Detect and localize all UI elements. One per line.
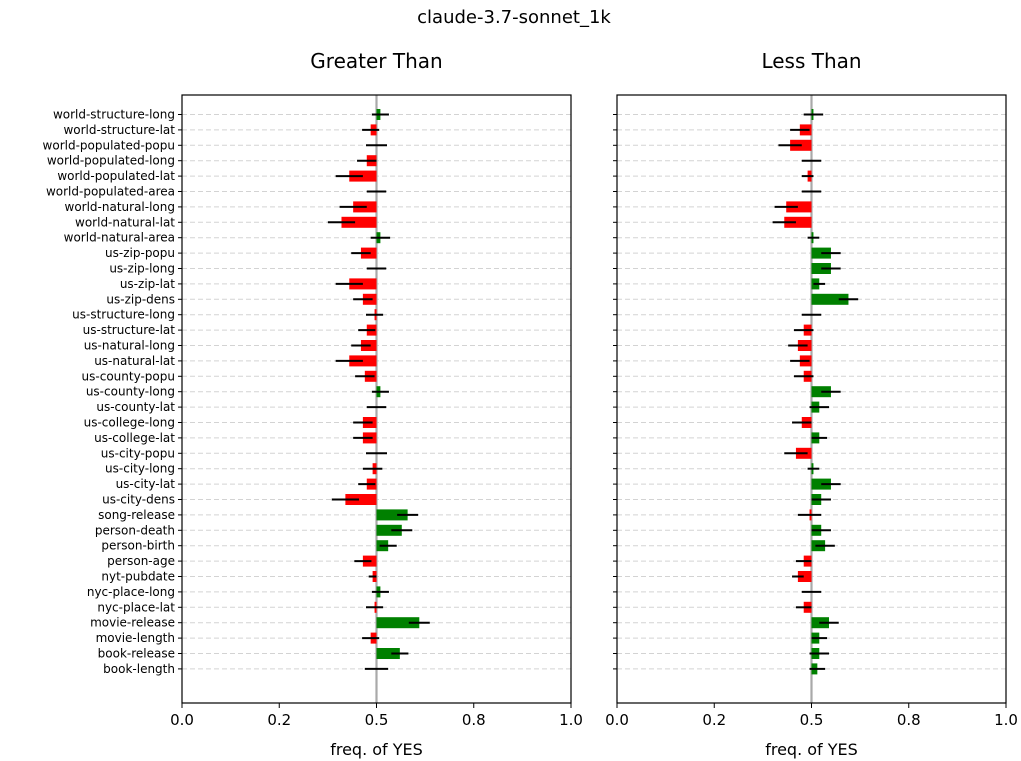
x-tick-label: 0.0 — [170, 711, 194, 729]
bar-nyt-pubdate — [797, 571, 812, 582]
x-tick-label: 0.0 — [605, 711, 629, 729]
x-axis-label: freq. of YES — [330, 740, 423, 759]
category-label: person-age — [107, 554, 175, 568]
category-label: world-populated-lat — [57, 169, 175, 183]
x-tick-label: 0.5 — [800, 711, 824, 729]
category-label: us-natural-long — [84, 339, 175, 353]
bar-world-natural-lat — [341, 216, 377, 228]
category-label: us-county-long — [86, 385, 175, 399]
bar-world-natural-long — [786, 201, 812, 213]
category-label: world-natural-area — [64, 231, 175, 245]
panel-title: Greater Than — [310, 49, 442, 73]
category-label: us-structure-lat — [83, 323, 176, 337]
category-label: us-county-lat — [96, 400, 175, 414]
category-label: world-populated-area — [46, 185, 175, 199]
category-label: us-structure-long — [72, 308, 175, 322]
figure-title: claude-3.7-sonnet_1k — [417, 7, 611, 28]
category-label: world-populated-long — [47, 154, 175, 168]
x-tick-label: 0.2 — [267, 711, 291, 729]
x-tick-label: 0.5 — [365, 711, 389, 729]
x-tick-label: 1.0 — [994, 711, 1018, 729]
category-label: book-length — [103, 662, 175, 676]
bar-us-city-dens — [345, 494, 377, 505]
category-label: us-college-long — [84, 416, 175, 430]
panel-title: Less Than — [761, 49, 861, 73]
category-label: world-natural-long — [65, 200, 176, 214]
category-label: us-zip-popu — [105, 246, 175, 260]
category-label: world-populated-popu — [43, 138, 175, 152]
category-label: book-release — [98, 647, 175, 661]
category-label: us-city-long — [105, 462, 175, 476]
panel-less-than: Less Than 0.0 0.2 0.5 0.8 1.0 freq. of YES — [605, 49, 1018, 759]
category-label: nyc-place-lat — [97, 600, 175, 614]
category-label: us-zip-long — [109, 262, 175, 276]
category-label: us-natural-lat — [94, 354, 175, 368]
category-label: us-city-dens — [102, 493, 175, 507]
category-label: nyt-pubdate — [101, 570, 175, 584]
category-label: us-zip-dens — [106, 292, 175, 306]
category-label: nyc-place-long — [87, 585, 175, 599]
bar-song-release — [376, 509, 408, 521]
category-label: us-zip-lat — [120, 277, 175, 291]
bar-book-release — [376, 648, 400, 659]
category-label: movie-release — [90, 616, 175, 630]
category-label: us-college-lat — [94, 431, 175, 445]
category-label: song-release — [98, 508, 175, 522]
bar-us-zip-dens — [811, 293, 849, 305]
bar-world-natural-lat — [784, 216, 812, 228]
category-label: world-structure-lat — [63, 123, 175, 137]
bar-person-death — [376, 524, 402, 536]
category-label: world-natural-lat — [75, 215, 175, 229]
panel-greater-than: Greater Than world-structure-longworld-st… — [43, 49, 583, 759]
category-label: us-county-popu — [82, 369, 175, 383]
x-tick-label: 0.8 — [897, 711, 921, 729]
category-label: us-city-popu — [101, 446, 175, 460]
category-label: movie-length — [96, 631, 175, 645]
x-tick-label: 1.0 — [559, 711, 583, 729]
category-label: us-city-lat — [116, 477, 176, 491]
category-label: person-birth — [101, 539, 175, 553]
x-axis-label: freq. of YES — [765, 740, 858, 759]
category-label: world-structure-long — [53, 108, 175, 122]
x-tick-label: 0.8 — [462, 711, 486, 729]
bar-movie-release — [376, 617, 420, 629]
x-tick-label: 0.2 — [702, 711, 726, 729]
category-label: person-death — [95, 523, 175, 537]
